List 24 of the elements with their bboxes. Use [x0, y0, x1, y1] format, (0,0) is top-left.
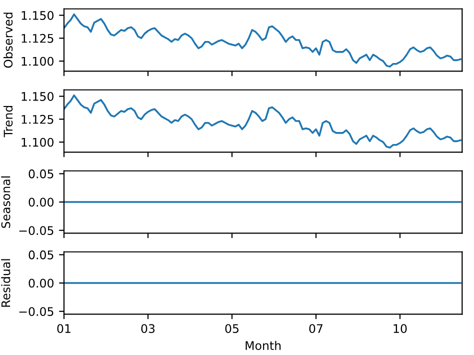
- x-tick-label: 03: [141, 324, 155, 334]
- y-tick-label: 0.00: [28, 278, 54, 288]
- x-axis-title: Month: [246, 340, 281, 350]
- y-tick-label: 1.150: [22, 11, 54, 20]
- y-tick-label: 0.05: [28, 169, 54, 178]
- y-tick-label: 1.125: [22, 114, 54, 124]
- y-tick-label: 1.100: [22, 138, 54, 147]
- y-tick-label: −0.05: [19, 226, 54, 235]
- y-axis-title: Trend: [3, 106, 13, 138]
- x-tick-label: 05: [225, 324, 238, 334]
- y-tick-label: 1.100: [22, 56, 54, 66]
- y-tick-label: −0.05: [19, 307, 54, 316]
- line-series: [64, 13, 462, 68]
- y-tick-label: 0.00: [28, 198, 54, 207]
- y-tick-label: 1.125: [22, 34, 54, 43]
- x-tick-label: 07: [309, 324, 322, 334]
- line-series: [64, 94, 462, 149]
- y-axis-title: Residual: [1, 259, 10, 307]
- y-tick-label: 0.05: [28, 250, 54, 260]
- y-axis-title: Seasonal: [1, 176, 10, 228]
- x-tick-label: 10: [394, 324, 407, 334]
- x-tick-label: 01: [57, 324, 70, 334]
- y-tick-label: 1.150: [22, 92, 54, 101]
- y-axis-title: Observed: [3, 12, 13, 68]
